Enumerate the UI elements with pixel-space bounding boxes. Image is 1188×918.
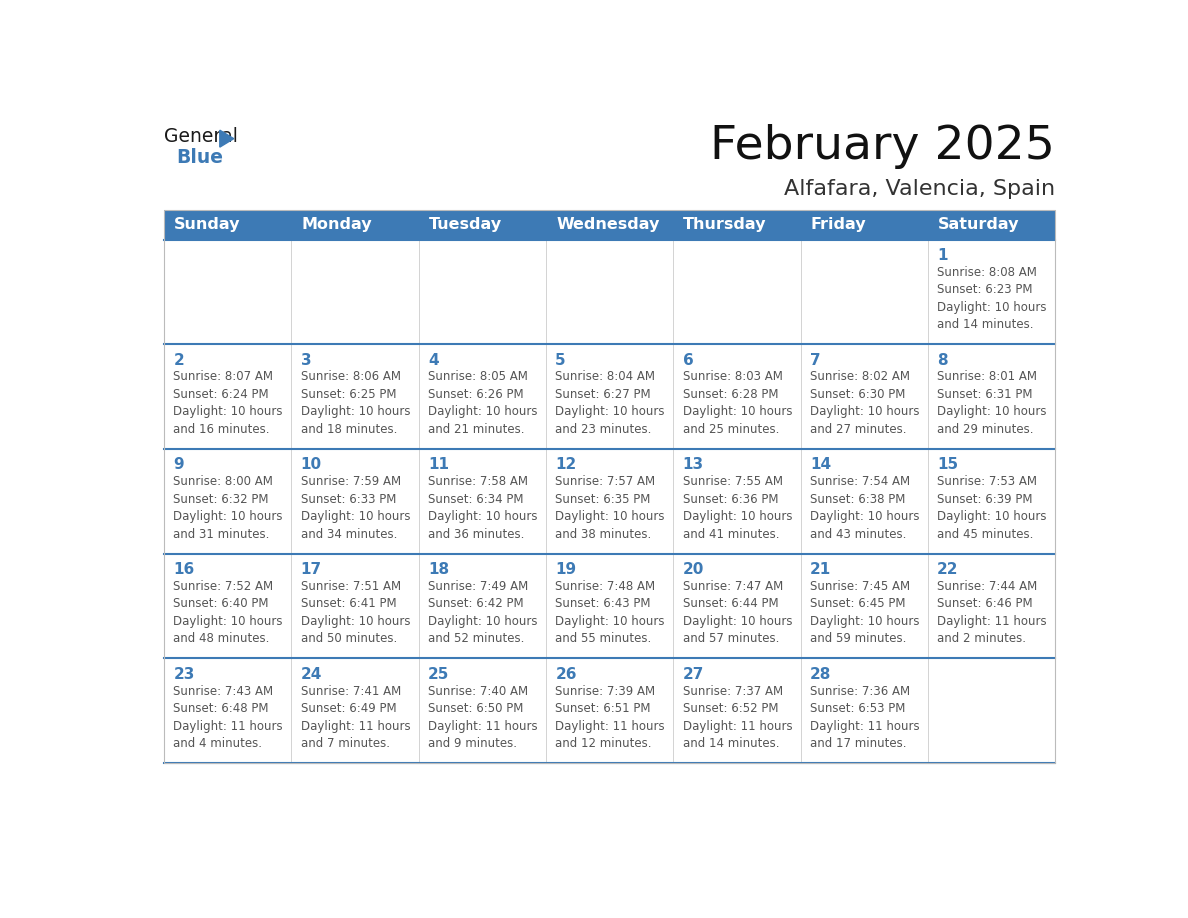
Text: Wednesday: Wednesday: [556, 218, 659, 232]
Text: Sunrise: 7:47 AM
Sunset: 6:44 PM
Daylight: 10 hours
and 57 minutes.: Sunrise: 7:47 AM Sunset: 6:44 PM Dayligh…: [683, 580, 792, 645]
Bar: [164, 210, 1055, 240]
Text: 4: 4: [428, 353, 438, 368]
Text: 22: 22: [937, 562, 959, 577]
Text: Tuesday: Tuesday: [429, 218, 501, 232]
Text: Sunrise: 7:44 AM
Sunset: 6:46 PM
Daylight: 11 hours
and 2 minutes.: Sunrise: 7:44 AM Sunset: 6:46 PM Dayligh…: [937, 580, 1047, 645]
Text: 26: 26: [555, 666, 576, 682]
Text: 10: 10: [301, 457, 322, 473]
Text: Sunrise: 8:05 AM
Sunset: 6:26 PM
Daylight: 10 hours
and 21 minutes.: Sunrise: 8:05 AM Sunset: 6:26 PM Dayligh…: [428, 371, 537, 436]
Text: Sunrise: 7:37 AM
Sunset: 6:52 PM
Daylight: 11 hours
and 14 minutes.: Sunrise: 7:37 AM Sunset: 6:52 PM Dayligh…: [683, 685, 792, 750]
Bar: [164, 658, 1055, 763]
Text: 12: 12: [555, 457, 576, 473]
Text: Sunrise: 7:48 AM
Sunset: 6:43 PM
Daylight: 10 hours
and 55 minutes.: Sunrise: 7:48 AM Sunset: 6:43 PM Dayligh…: [555, 580, 665, 645]
Bar: [164, 240, 1055, 344]
Text: Sunrise: 7:57 AM
Sunset: 6:35 PM
Daylight: 10 hours
and 38 minutes.: Sunrise: 7:57 AM Sunset: 6:35 PM Dayligh…: [555, 476, 665, 541]
Text: 24: 24: [301, 666, 322, 682]
Text: Blue: Blue: [176, 148, 223, 167]
Text: 28: 28: [810, 666, 832, 682]
Text: 19: 19: [555, 562, 576, 577]
Text: Sunrise: 8:00 AM
Sunset: 6:32 PM
Daylight: 10 hours
and 31 minutes.: Sunrise: 8:00 AM Sunset: 6:32 PM Dayligh…: [173, 476, 283, 541]
Text: Thursday: Thursday: [683, 218, 767, 232]
Text: Sunrise: 7:54 AM
Sunset: 6:38 PM
Daylight: 10 hours
and 43 minutes.: Sunrise: 7:54 AM Sunset: 6:38 PM Dayligh…: [810, 476, 920, 541]
Text: Sunrise: 7:55 AM
Sunset: 6:36 PM
Daylight: 10 hours
and 41 minutes.: Sunrise: 7:55 AM Sunset: 6:36 PM Dayligh…: [683, 476, 792, 541]
Text: 15: 15: [937, 457, 959, 473]
Text: 21: 21: [810, 562, 832, 577]
Text: Sunrise: 8:01 AM
Sunset: 6:31 PM
Daylight: 10 hours
and 29 minutes.: Sunrise: 8:01 AM Sunset: 6:31 PM Dayligh…: [937, 371, 1047, 436]
Text: 20: 20: [683, 562, 704, 577]
Text: Sunday: Sunday: [175, 218, 241, 232]
Text: Sunrise: 7:58 AM
Sunset: 6:34 PM
Daylight: 10 hours
and 36 minutes.: Sunrise: 7:58 AM Sunset: 6:34 PM Dayligh…: [428, 476, 537, 541]
Polygon shape: [220, 130, 234, 147]
Text: 17: 17: [301, 562, 322, 577]
Text: 18: 18: [428, 562, 449, 577]
Bar: [164, 449, 1055, 554]
Text: Sunrise: 8:08 AM
Sunset: 6:23 PM
Daylight: 10 hours
and 14 minutes.: Sunrise: 8:08 AM Sunset: 6:23 PM Dayligh…: [937, 265, 1047, 331]
Text: Sunrise: 7:49 AM
Sunset: 6:42 PM
Daylight: 10 hours
and 52 minutes.: Sunrise: 7:49 AM Sunset: 6:42 PM Dayligh…: [428, 580, 537, 645]
Text: 5: 5: [555, 353, 565, 368]
Text: Sunrise: 7:43 AM
Sunset: 6:48 PM
Daylight: 11 hours
and 4 minutes.: Sunrise: 7:43 AM Sunset: 6:48 PM Dayligh…: [173, 685, 283, 750]
Text: Sunrise: 7:45 AM
Sunset: 6:45 PM
Daylight: 10 hours
and 59 minutes.: Sunrise: 7:45 AM Sunset: 6:45 PM Dayligh…: [810, 580, 920, 645]
Text: Saturday: Saturday: [939, 218, 1019, 232]
Text: 13: 13: [683, 457, 703, 473]
Text: 25: 25: [428, 666, 449, 682]
Text: Friday: Friday: [810, 218, 866, 232]
Bar: [164, 554, 1055, 658]
Text: 9: 9: [173, 457, 184, 473]
Text: 16: 16: [173, 562, 195, 577]
Text: 27: 27: [683, 666, 704, 682]
Text: General: General: [164, 127, 238, 146]
Text: 2: 2: [173, 353, 184, 368]
Text: Sunrise: 7:51 AM
Sunset: 6:41 PM
Daylight: 10 hours
and 50 minutes.: Sunrise: 7:51 AM Sunset: 6:41 PM Dayligh…: [301, 580, 410, 645]
Text: 23: 23: [173, 666, 195, 682]
Bar: [164, 344, 1055, 449]
Bar: [164, 210, 1055, 763]
Text: 6: 6: [683, 353, 694, 368]
Text: Sunrise: 7:40 AM
Sunset: 6:50 PM
Daylight: 11 hours
and 9 minutes.: Sunrise: 7:40 AM Sunset: 6:50 PM Dayligh…: [428, 685, 537, 750]
Text: Sunrise: 8:03 AM
Sunset: 6:28 PM
Daylight: 10 hours
and 25 minutes.: Sunrise: 8:03 AM Sunset: 6:28 PM Dayligh…: [683, 371, 792, 436]
Text: Sunrise: 8:07 AM
Sunset: 6:24 PM
Daylight: 10 hours
and 16 minutes.: Sunrise: 8:07 AM Sunset: 6:24 PM Dayligh…: [173, 371, 283, 436]
Text: February 2025: February 2025: [710, 124, 1055, 169]
Text: Sunrise: 7:39 AM
Sunset: 6:51 PM
Daylight: 11 hours
and 12 minutes.: Sunrise: 7:39 AM Sunset: 6:51 PM Dayligh…: [555, 685, 665, 750]
Text: 1: 1: [937, 248, 948, 263]
Text: Sunrise: 7:41 AM
Sunset: 6:49 PM
Daylight: 11 hours
and 7 minutes.: Sunrise: 7:41 AM Sunset: 6:49 PM Dayligh…: [301, 685, 410, 750]
Text: Sunrise: 8:02 AM
Sunset: 6:30 PM
Daylight: 10 hours
and 27 minutes.: Sunrise: 8:02 AM Sunset: 6:30 PM Dayligh…: [810, 371, 920, 436]
Text: 7: 7: [810, 353, 821, 368]
Text: Sunrise: 7:36 AM
Sunset: 6:53 PM
Daylight: 11 hours
and 17 minutes.: Sunrise: 7:36 AM Sunset: 6:53 PM Dayligh…: [810, 685, 920, 750]
Text: Sunrise: 7:52 AM
Sunset: 6:40 PM
Daylight: 10 hours
and 48 minutes.: Sunrise: 7:52 AM Sunset: 6:40 PM Dayligh…: [173, 580, 283, 645]
Text: Sunrise: 7:59 AM
Sunset: 6:33 PM
Daylight: 10 hours
and 34 minutes.: Sunrise: 7:59 AM Sunset: 6:33 PM Dayligh…: [301, 476, 410, 541]
Text: 3: 3: [301, 353, 311, 368]
Text: Sunrise: 8:06 AM
Sunset: 6:25 PM
Daylight: 10 hours
and 18 minutes.: Sunrise: 8:06 AM Sunset: 6:25 PM Dayligh…: [301, 371, 410, 436]
Text: Sunrise: 8:04 AM
Sunset: 6:27 PM
Daylight: 10 hours
and 23 minutes.: Sunrise: 8:04 AM Sunset: 6:27 PM Dayligh…: [555, 371, 665, 436]
Text: 11: 11: [428, 457, 449, 473]
Text: Alfafara, Valencia, Spain: Alfafara, Valencia, Spain: [784, 179, 1055, 199]
Text: 14: 14: [810, 457, 832, 473]
Text: Monday: Monday: [302, 218, 372, 232]
Text: Sunrise: 7:53 AM
Sunset: 6:39 PM
Daylight: 10 hours
and 45 minutes.: Sunrise: 7:53 AM Sunset: 6:39 PM Dayligh…: [937, 476, 1047, 541]
Text: 8: 8: [937, 353, 948, 368]
